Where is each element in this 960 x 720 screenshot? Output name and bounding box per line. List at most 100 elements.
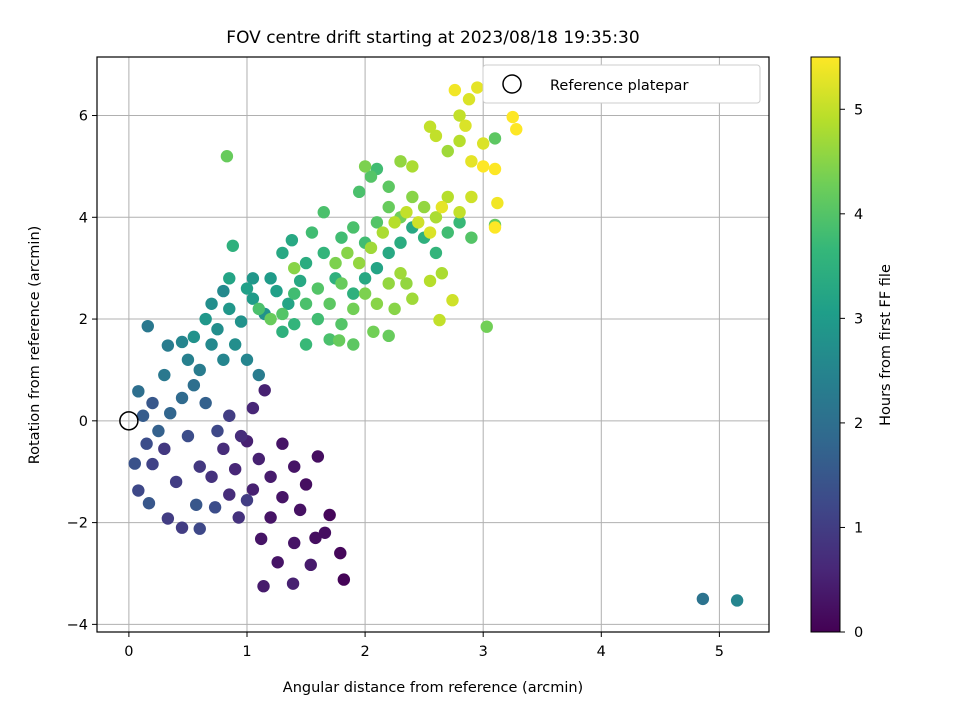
data-point [175, 335, 189, 349]
data-point [394, 155, 407, 168]
data-point [347, 221, 360, 234]
data-point [132, 385, 145, 398]
grid-lines [97, 57, 769, 632]
data-point [246, 401, 260, 415]
colorbar [810, 56, 841, 633]
x-tick-label: 1 [242, 644, 251, 660]
data-point [309, 531, 322, 545]
data-point [506, 110, 519, 124]
data-point [199, 396, 212, 410]
data-point [181, 353, 195, 366]
data-point [382, 246, 395, 260]
data-point [193, 460, 206, 473]
data-point [246, 483, 260, 496]
data-point [128, 457, 141, 470]
data-point [480, 320, 493, 333]
data-point [299, 256, 313, 270]
data-point [488, 221, 502, 234]
data-point [364, 170, 378, 183]
data-point [370, 261, 384, 275]
data-point [376, 226, 390, 239]
colorbar-tick-label: 2 [854, 416, 863, 432]
data-point [205, 470, 218, 484]
data-point [334, 546, 347, 560]
data-point [448, 83, 462, 97]
data-point [228, 338, 242, 351]
legend-reference-marker [502, 74, 522, 94]
data-point [433, 313, 446, 327]
data-point [406, 190, 419, 204]
data-point [465, 155, 478, 168]
data-point [453, 216, 466, 229]
data-point [696, 592, 710, 606]
data-point [341, 246, 354, 260]
y-axis-label: Rotation from reference (arcmin) [27, 226, 43, 465]
data-point [240, 353, 254, 366]
data-point [370, 297, 384, 310]
data-point [335, 277, 348, 290]
data-point [446, 294, 459, 307]
data-point [217, 353, 230, 366]
data-point [382, 200, 395, 214]
data-point [190, 498, 203, 511]
x-tick-label: 3 [479, 644, 488, 660]
data-point [223, 272, 236, 285]
data-point [423, 226, 437, 239]
data-point [293, 274, 307, 288]
data-point [305, 226, 319, 239]
chart-title: FOV centre drift starting at 2023/08/18 … [226, 28, 639, 48]
data-point [435, 267, 449, 280]
data-point [175, 391, 189, 405]
data-point [285, 233, 299, 247]
data-point [276, 246, 289, 260]
data-point [323, 508, 336, 522]
data-point [453, 134, 466, 148]
data-point [347, 338, 360, 351]
data-point [193, 522, 206, 535]
data-point [169, 475, 183, 489]
data-point [223, 488, 236, 501]
data-point [317, 246, 330, 260]
data-point [323, 333, 336, 346]
x-tick-label: 0 [124, 644, 133, 660]
data-point [288, 261, 301, 275]
data-point [400, 205, 413, 219]
data-point [406, 292, 419, 305]
data-point [337, 573, 351, 586]
y-tick-label: 4 [79, 210, 88, 226]
data-point [161, 512, 175, 525]
data-point [293, 503, 307, 517]
data-point [164, 406, 177, 420]
data-point [462, 93, 476, 106]
data-point [299, 478, 313, 491]
data-point [367, 325, 380, 338]
y-tick-label: −4 [67, 617, 88, 633]
data-point [358, 272, 372, 285]
data-point [417, 200, 431, 214]
data-point [161, 339, 175, 352]
colorbar-tick-label: 4 [854, 207, 863, 223]
data-point [335, 231, 348, 244]
data-point [205, 297, 218, 310]
data-point [270, 284, 283, 298]
data-point [240, 494, 254, 507]
data-point [264, 312, 277, 326]
data-point [299, 297, 313, 310]
data-point [412, 216, 425, 229]
data-point [370, 216, 384, 229]
data-point [205, 338, 218, 351]
data-point [465, 231, 478, 244]
data-point [158, 442, 171, 456]
x-axis-label: Angular distance from reference (arcmin) [283, 680, 583, 696]
data-point [288, 287, 301, 300]
data-point [141, 319, 154, 333]
data-point [382, 329, 395, 343]
x-tick-label: 2 [360, 644, 369, 660]
data-point [232, 511, 245, 524]
data-point [364, 241, 378, 255]
data-point [476, 137, 490, 150]
legend-entry-label: Reference platepar [550, 78, 688, 94]
data-point [429, 246, 443, 260]
data-point [352, 185, 366, 199]
